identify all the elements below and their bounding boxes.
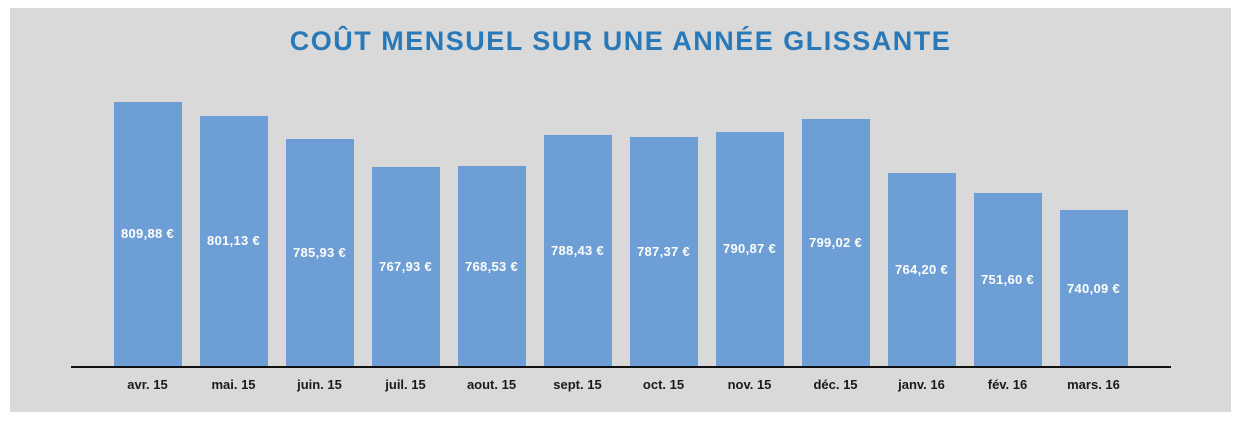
x-axis-label: fév. 16: [987, 377, 1028, 392]
bar: 751,60 €: [973, 192, 1042, 366]
bar-column: 740,09 €: [1059, 94, 1128, 366]
bar-value-label: 768,53 €: [464, 258, 518, 274]
bar-value-label: 764,20 €: [894, 261, 948, 277]
x-axis-label: aout. 15: [466, 377, 517, 392]
bar-column: 801,13 €: [199, 94, 268, 366]
x-axis-label: oct. 15: [642, 377, 685, 392]
bar-column: 799,02 €: [801, 94, 870, 366]
x-axis-label: nov. 15: [727, 377, 772, 392]
chart-title: COÛT MENSUEL SUR UNE ANNÉE GLISSANTE: [289, 26, 952, 56]
bar-column: 788,43 €: [543, 94, 612, 366]
bar: 764,20 €: [887, 172, 956, 366]
bar-value-label: 787,37 €: [636, 243, 690, 259]
bar-value-label: 788,43 €: [550, 243, 604, 259]
bar: 785,93 €: [285, 139, 354, 366]
bar: 809,88 €: [113, 101, 182, 366]
bar: 790,87 €: [715, 131, 784, 366]
x-axis-label: juin. 15: [297, 377, 342, 392]
bar: 799,02 €: [801, 118, 870, 366]
bar-value-label: 785,93 €: [292, 245, 346, 261]
bar-value-label: 767,93 €: [378, 259, 432, 275]
x-axis-label: janv. 16: [898, 377, 945, 392]
x-axis-label: déc. 15: [813, 377, 858, 392]
bar: 801,13 €: [199, 115, 268, 366]
x-axis-label: mars. 16: [1067, 377, 1120, 392]
bar-value-label: 740,09 €: [1066, 280, 1120, 296]
x-axis-labels: avr. 15 mai. 15 juin. 15 juil. 15 aout. 15 se…: [10, 377, 1231, 392]
x-axis-label: juil. 15: [385, 377, 426, 392]
bar: 767,93 €: [371, 167, 440, 366]
bar-column: 785,93 €: [285, 94, 354, 366]
bar-column: 790,87 €: [715, 94, 784, 366]
chart-panel: COÛT MENSUEL SUR UNE ANNÉE GLISSANTE 809…: [10, 8, 1231, 412]
bar-value-label: 799,02 €: [808, 234, 862, 250]
bar-value-label: 751,60 €: [980, 271, 1034, 287]
bar-column: 764,20 €: [887, 94, 956, 366]
x-axis-label: avr. 15: [127, 377, 168, 392]
bar-value-label: 809,88 €: [120, 226, 174, 242]
bar: 768,53 €: [457, 166, 526, 366]
x-axis-label: mai. 15: [211, 377, 256, 392]
x-axis-label: sept. 15: [553, 377, 602, 392]
bar-column: 767,93 €: [371, 94, 440, 366]
bar: 740,09 €: [1059, 210, 1128, 366]
bar: 787,37 €: [629, 136, 698, 366]
bar: 788,43 €: [543, 135, 612, 366]
bar-column: 768,53 €: [457, 94, 526, 366]
bar-chart: 809,88 € 801,13 € 785,93 € 767,93 € 768,53 €…: [10, 94, 1231, 366]
bar-column: 809,88 €: [113, 94, 182, 366]
bar-value-label: 801,13 €: [206, 233, 260, 249]
x-axis-line: [70, 366, 1171, 368]
bar-column: 751,60 €: [973, 94, 1042, 366]
bar-value-label: 790,87 €: [722, 241, 776, 257]
bar-column: 787,37 €: [629, 94, 698, 366]
